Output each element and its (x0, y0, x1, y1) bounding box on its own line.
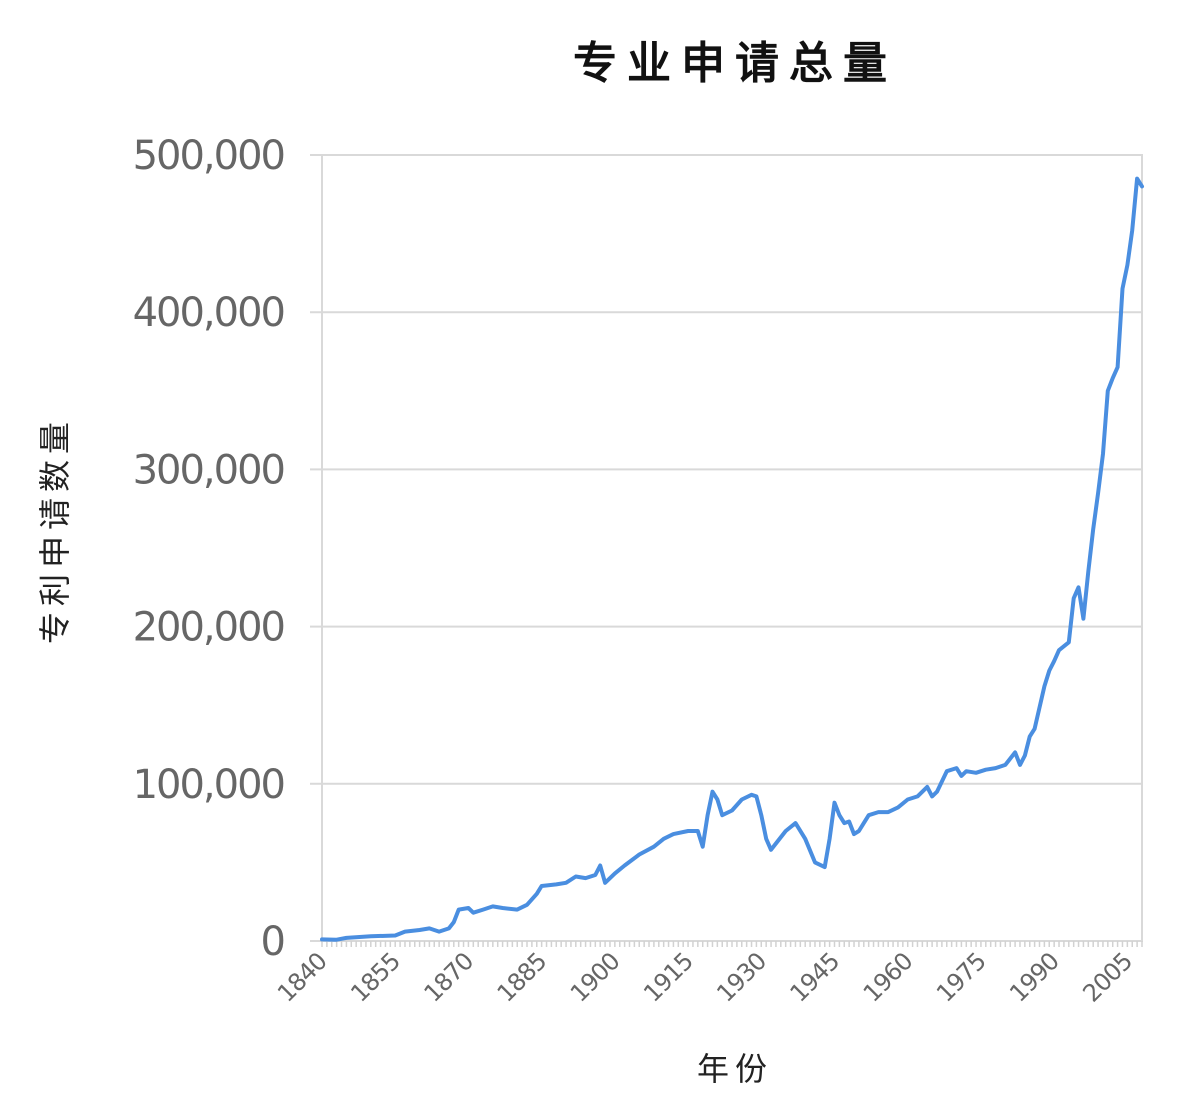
x-tick-label: 2005 (1077, 947, 1137, 1007)
x-tick-label: 1870 (419, 947, 479, 1007)
y-tick-label: 400,000 (133, 290, 284, 336)
y-axis-label: 专利申请数量 (36, 416, 74, 644)
y-tick-label: 500,000 (133, 133, 284, 179)
series-layer (320, 176, 1144, 942)
x-tick-label: 1915 (638, 947, 698, 1007)
y-tick-label: 100,000 (133, 762, 284, 808)
series-line (320, 176, 1144, 942)
chart-title: 专业申请总量 (573, 38, 897, 89)
x-axis-label: 年份 (697, 1050, 773, 1088)
x-tick-label: 1945 (785, 947, 845, 1007)
x-tick-label: 1900 (565, 947, 625, 1007)
y-tick-label: 300,000 (133, 447, 284, 493)
x-tick-label: 1975 (931, 947, 991, 1007)
y-tick-label: 0 (261, 919, 284, 965)
y-tick-label: 200,000 (133, 605, 284, 651)
y-axis-ticks: 0 100,000 200,000 300,000 400,000 500,000 (133, 133, 286, 965)
x-tick-label: 1960 (858, 947, 918, 1007)
x-tick-label: 1930 (711, 947, 771, 1007)
x-axis-ticks: 1840 1855 1870 1885 1900 1915 1930 1945 1960 1975… (272, 941, 1143, 1008)
x-tick-label: 1855 (345, 947, 405, 1007)
gridlines (310, 154, 1142, 942)
x-tick-label: 1990 (1004, 947, 1064, 1007)
x-tick-label: 1885 (492, 947, 552, 1007)
plot-frame (321, 154, 1143, 942)
